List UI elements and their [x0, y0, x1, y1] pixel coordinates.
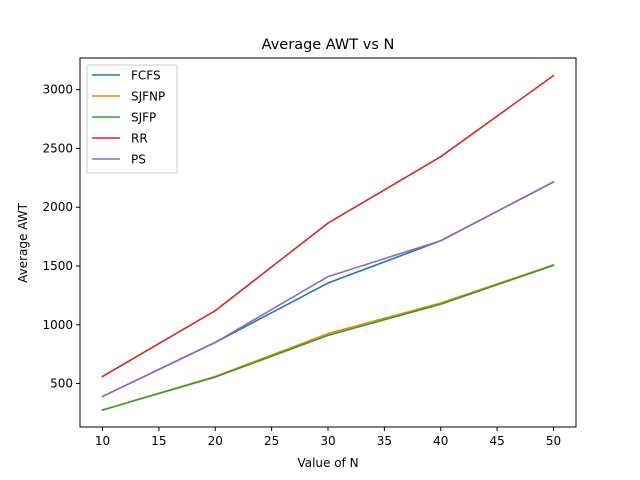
- chart-title: Average AWT vs N: [262, 37, 395, 53]
- legend-label-ps: PS: [131, 153, 146, 167]
- legend-items: FCFS SJFNP SJFP RR PS: [92, 69, 165, 167]
- legend-label-sjfnp: SJFNP: [131, 90, 165, 104]
- y-tick-label: 1500: [42, 259, 73, 273]
- y-tick-label: 2500: [42, 141, 73, 155]
- x-tick-label: 20: [208, 434, 223, 448]
- series-line-ps: [101, 180, 555, 398]
- x-axis-title: Value of N: [297, 456, 358, 470]
- x-tick-label: 40: [433, 434, 448, 448]
- series-line-sjfp: [101, 264, 555, 411]
- legend: FCFS SJFNP SJFP RR PS: [86, 64, 178, 174]
- y-tick-label: 2000: [42, 200, 73, 214]
- y-tick-label: 500: [50, 377, 73, 391]
- legend-box: [86, 64, 178, 174]
- x-tick-label: 30: [320, 434, 335, 448]
- x-tick-label: 50: [546, 434, 561, 448]
- legend-label-fcfs: FCFS: [131, 69, 161, 83]
- series-line-rr: [101, 74, 555, 378]
- y-axis-ticks: 500 1000 1500 2000 2500 3000: [42, 83, 80, 391]
- x-tick-label: 10: [95, 434, 110, 448]
- x-tick-label: 25: [264, 434, 279, 448]
- y-axis-title: Average AWT: [16, 202, 30, 283]
- y-tick-label: 1000: [42, 318, 73, 332]
- x-axis-ticks: 10 15 20 25 30 35 40 45 50: [95, 427, 561, 448]
- legend-label-sjfp: SJFP: [131, 111, 156, 125]
- y-tick-label: 3000: [42, 83, 73, 97]
- x-tick-label: 35: [377, 434, 392, 448]
- x-tick-label: 15: [151, 434, 166, 448]
- x-tick-label: 45: [489, 434, 504, 448]
- plot-lines: [101, 74, 555, 411]
- legend-label-rr: RR: [131, 132, 148, 146]
